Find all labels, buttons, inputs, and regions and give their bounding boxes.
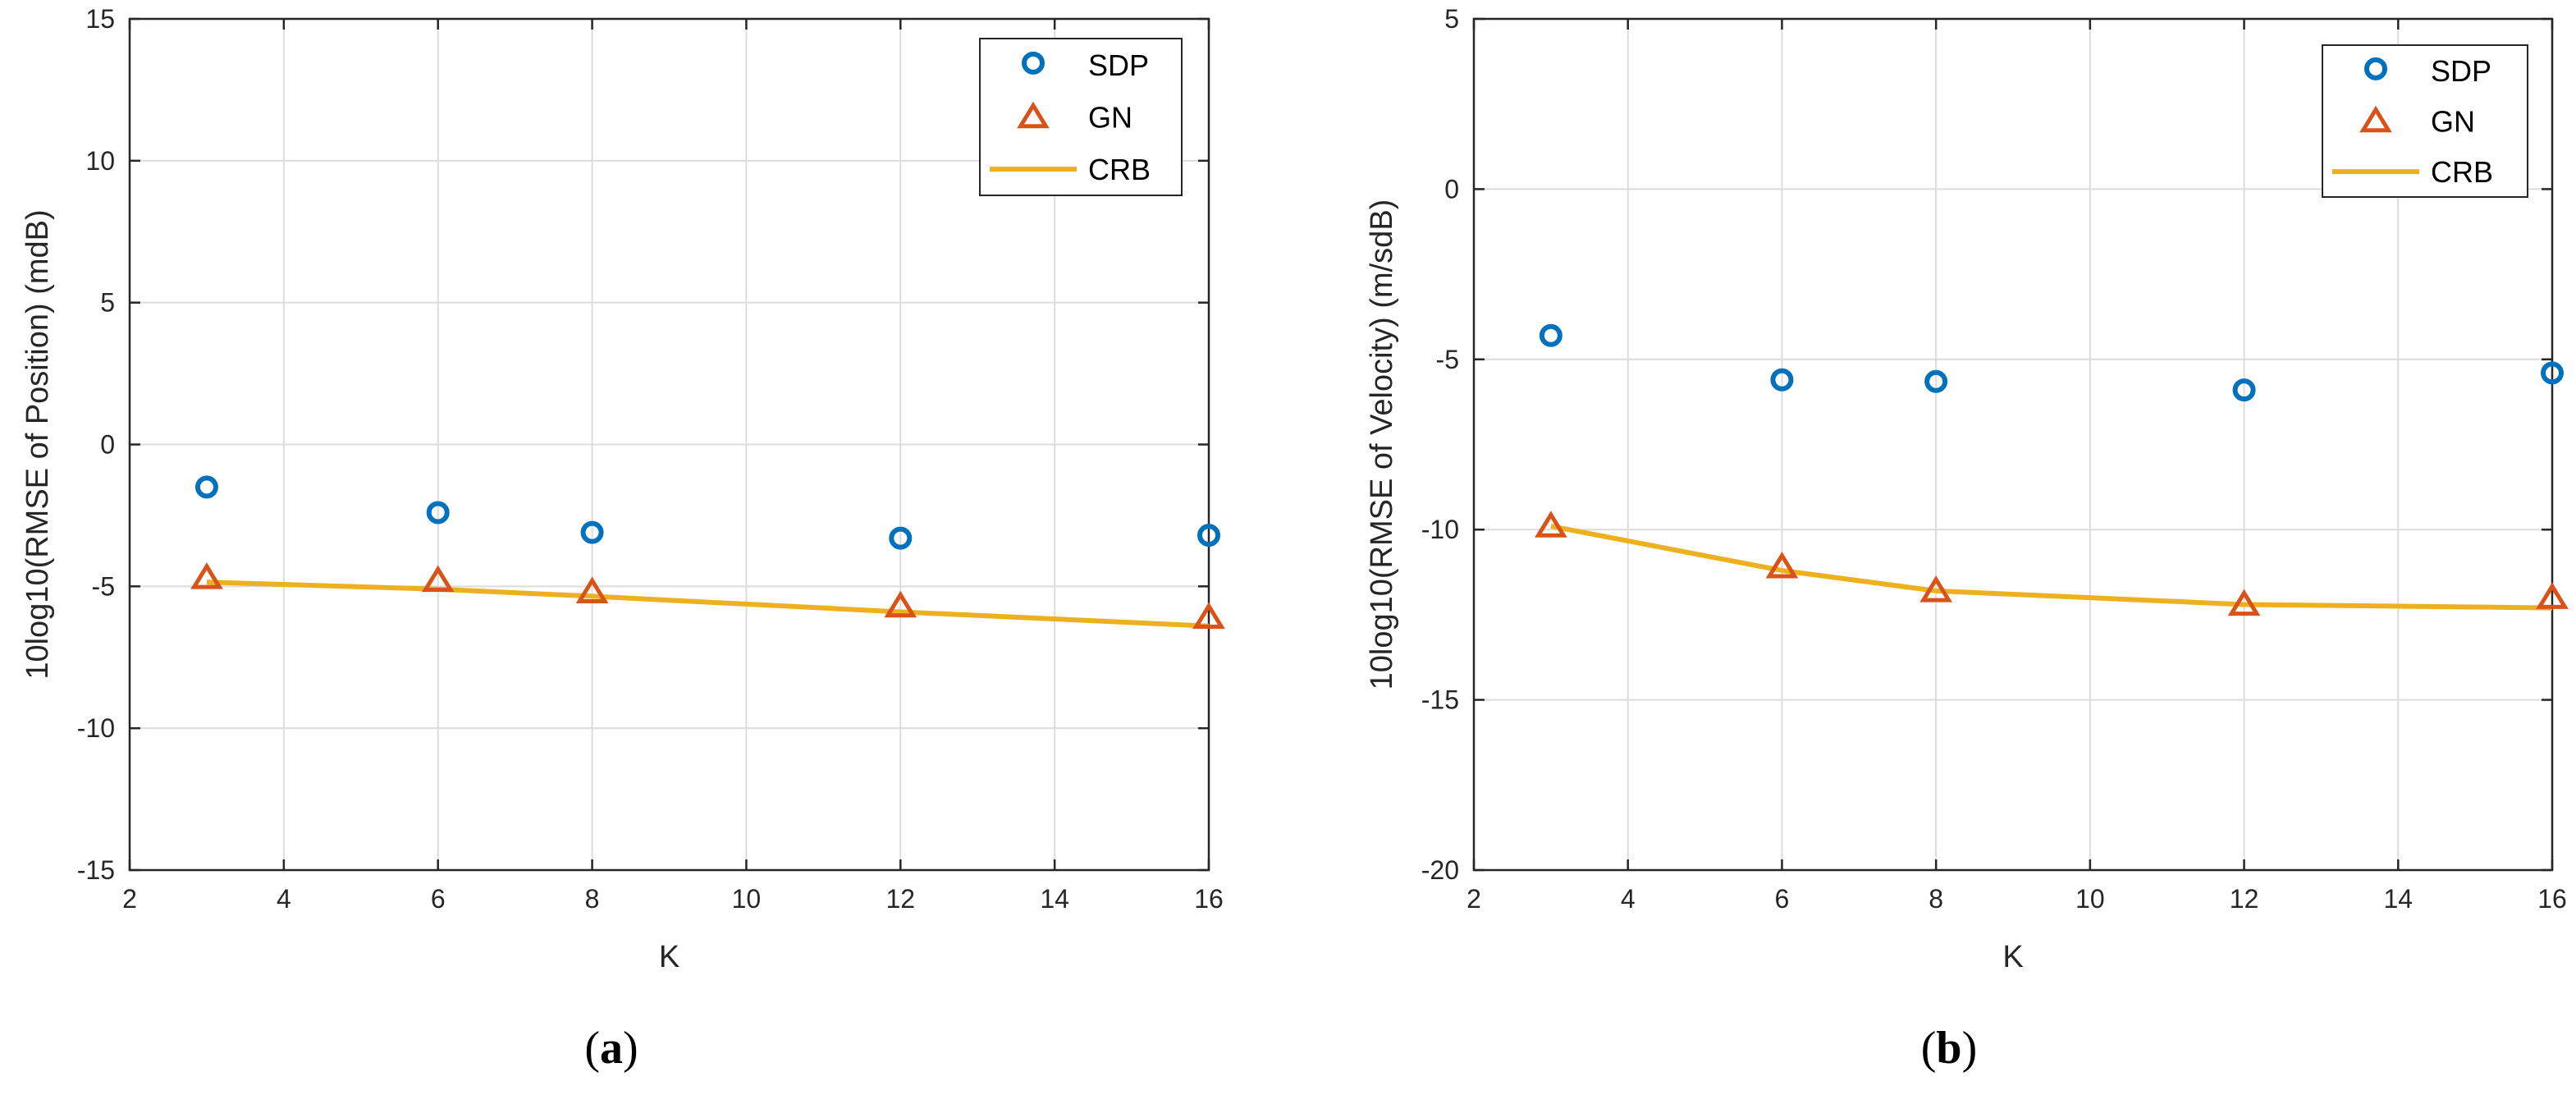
x-tick-label-6: 14 xyxy=(1040,884,1069,914)
gn-point-4 xyxy=(2536,582,2569,609)
y-tick-label-1: -10 xyxy=(77,713,115,743)
caption-open-paren: ( xyxy=(1921,1023,1937,1074)
x-axis-label: K xyxy=(659,940,679,974)
legend-box xyxy=(979,38,1183,196)
gn-point-2 xyxy=(1919,575,1953,602)
series-crb-line xyxy=(1550,524,2553,611)
y-tick-label-5: 5 xyxy=(1444,4,1459,34)
x-tick-label-7: 16 xyxy=(1194,884,1224,914)
sdp-point-1 xyxy=(426,501,450,525)
legend-sdp-marker xyxy=(1022,51,1045,75)
caption-open-paren: ( xyxy=(584,1023,600,1074)
x-tick-label-7: 16 xyxy=(2537,884,2567,914)
y-tick-label-1: -15 xyxy=(1421,685,1459,715)
y-tick-label-6: 15 xyxy=(85,4,115,34)
series-crb-line xyxy=(206,580,1210,629)
x-tick-label-2: 6 xyxy=(431,884,446,914)
y-tick-label-0: -15 xyxy=(77,855,115,885)
y-tick-label-2: -10 xyxy=(1421,515,1459,544)
x-tick-label-0: 2 xyxy=(122,884,137,914)
sdp-point-2 xyxy=(580,520,604,544)
x-tick-label-3: 8 xyxy=(1929,884,1943,914)
sdp-point-0 xyxy=(194,475,218,499)
legend-gn-marker xyxy=(2359,105,2392,133)
y-tick-label-2: -5 xyxy=(92,571,115,601)
sdp-point-3 xyxy=(889,526,913,550)
gn-point-0 xyxy=(1534,511,1567,538)
chart-panel-b: 2 4 6 8 10 12 14 16 -20 -15 -10 -5 0 5 K 10log10(RMSE o… xyxy=(1365,4,2569,1074)
y-tick-label-4: 0 xyxy=(1444,174,1459,204)
y-tick-label-5: 10 xyxy=(85,146,115,176)
panel-caption: (b) xyxy=(1921,1023,1977,1074)
legend-label-sdp: SDP xyxy=(1088,48,1149,82)
y-tick-label-3: -5 xyxy=(1436,345,1459,374)
x-tick-label-0: 2 xyxy=(1466,884,1481,914)
x-tick-label-5: 12 xyxy=(2230,884,2259,914)
chart-panel-a: 2 4 6 8 10 12 14 16 -15 -10 -5 0 5 10 15 K 10log10(RMSE … xyxy=(21,4,1225,1074)
y-axis-label: 10log10(RMSE of Velocity) (m/sdB) xyxy=(1365,199,1399,690)
gn-point-1 xyxy=(1765,552,1799,579)
legend-box xyxy=(2322,44,2528,198)
gn-point-4 xyxy=(1192,602,1225,630)
x-tick-label-1: 4 xyxy=(277,884,291,914)
gn-point-0 xyxy=(190,562,223,589)
legend-label-crb: CRB xyxy=(1088,153,1151,186)
sdp-point-0 xyxy=(1539,323,1563,347)
axes-box xyxy=(1472,17,2554,872)
caption-close-paren: ) xyxy=(623,1023,638,1074)
y-tick-label-3: 0 xyxy=(100,430,115,460)
x-axis-label: K xyxy=(2002,940,2023,974)
sdp-point-4 xyxy=(1197,524,1220,548)
x-tick-label-1: 4 xyxy=(1621,884,1636,914)
caption-letter: b xyxy=(1936,1023,1961,1074)
caption-close-paren: ) xyxy=(1962,1023,1978,1074)
legend-label-crb: CRB xyxy=(2431,155,2493,189)
x-tick-label-2: 6 xyxy=(1775,884,1790,914)
legend-label-gn: GN xyxy=(1088,101,1132,135)
x-tick-label-4: 10 xyxy=(732,884,762,914)
x-tick-label-6: 14 xyxy=(2383,884,2413,914)
legend-gn-marker xyxy=(1017,101,1050,129)
legend-sdp-marker xyxy=(2364,57,2387,80)
gn-point-3 xyxy=(884,590,917,618)
x-tick-label-5: 12 xyxy=(885,884,915,914)
y-tick-label-0: -20 xyxy=(1421,855,1459,885)
y-axis-label: 10log10(RMSE of Position) (mdB) xyxy=(21,209,55,679)
sdp-point-2 xyxy=(1924,369,1948,393)
gn-point-2 xyxy=(575,576,609,603)
sdp-point-3 xyxy=(2232,378,2256,402)
x-tick-label-3: 8 xyxy=(585,884,600,914)
panel-caption: (a) xyxy=(584,1023,638,1074)
sdp-point-1 xyxy=(1770,368,1794,392)
legend: SDP GN CRB xyxy=(2322,44,2528,198)
caption-letter: a xyxy=(600,1023,623,1074)
sdp-point-4 xyxy=(2541,361,2564,385)
gn-point-1 xyxy=(421,565,455,593)
gn-point-3 xyxy=(2227,589,2261,616)
legend-label-sdp: SDP xyxy=(2431,54,2491,88)
y-tick-label-4: 5 xyxy=(100,288,115,318)
x-tick-label-4: 10 xyxy=(2075,884,2105,914)
legend-label-gn: GN xyxy=(2431,105,2475,139)
legend: SDP GN CRB xyxy=(979,38,1183,196)
